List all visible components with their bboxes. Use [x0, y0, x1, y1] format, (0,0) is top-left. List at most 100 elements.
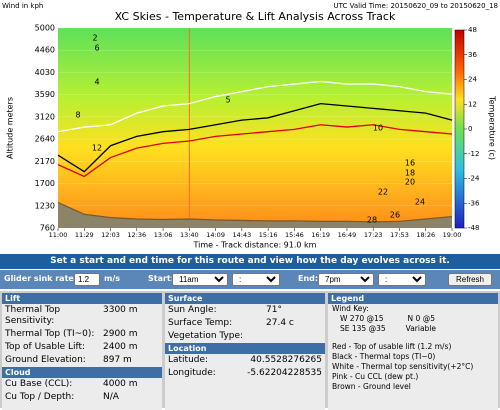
x-tick-label: 12:03: [101, 231, 120, 239]
info-value: 4000 m: [103, 379, 138, 389]
sink-unit: m/s: [104, 274, 121, 283]
info-label: Surface Temp:: [168, 318, 233, 328]
x-tick-label: 19:00: [443, 231, 462, 239]
surface-panel: Surface Sun Angle: 71° Surface Temp: 27.4 c V…: [165, 293, 325, 410]
info-row: Sun Angle: 71°: [165, 304, 325, 317]
x-tick-label: 17:53: [390, 231, 409, 239]
y-tick-label: 760: [40, 224, 55, 233]
info-label: Ground Elevation:: [5, 355, 86, 365]
series-line: [57, 102, 453, 173]
controls: Glider sink rate: m/s Start: 11am : End:…: [0, 270, 500, 289]
sink-input[interactable]: [74, 273, 100, 286]
wind-key-w: W 270 @15: [340, 314, 384, 323]
lift-panel: Lift Thermal Top Sensitivity: 3300 m Therma…: [2, 293, 162, 410]
info-value: N/A: [103, 392, 119, 402]
isotherm-label: 20: [405, 178, 415, 187]
info-row: Cu Base (CCL): 4000 m: [2, 378, 162, 391]
info-label: Thermal Top Sensitivity:: [5, 305, 61, 326]
info-label: Vegetation Type:: [168, 331, 244, 341]
legend-line: Red - Top of usable lift (1.2 m/s): [332, 342, 452, 351]
wind-key: Wind Key:: [332, 304, 369, 313]
panel-header: Location: [165, 343, 325, 354]
banner: Set a start and end time for this route …: [0, 254, 500, 269]
isotherm-label: 6: [94, 44, 99, 53]
colorbar-tick-label: 36: [468, 51, 477, 59]
info-value: 2400 m: [103, 342, 138, 352]
colorbar-tick-label: -12: [468, 150, 479, 158]
x-tick-label: 14:09: [206, 231, 225, 239]
colorbar-tick-label: 12: [468, 100, 477, 108]
isotherm-label: 8: [75, 111, 80, 120]
info-row: Latitude: 40.5528276265: [165, 354, 325, 367]
isotherm-label: 5: [225, 96, 230, 105]
x-tick-label: 16:49: [338, 231, 357, 239]
temperature-field: [58, 28, 452, 228]
isotherm-label: 10: [373, 124, 383, 133]
isotherm-label: 26: [390, 211, 400, 220]
start-hour[interactable]: 11am: [172, 273, 228, 286]
colorbar-tick-label: -48: [468, 224, 479, 232]
start-minute[interactable]: :: [232, 273, 280, 286]
legend-line: Pink - Cu CCL (dew pt.): [332, 372, 419, 381]
info-label: Sun Angle:: [168, 305, 217, 315]
end-minute[interactable]: :: [378, 273, 426, 286]
isotherm-label: 28: [367, 216, 377, 225]
y-tick-label: 1230: [35, 201, 55, 210]
info-value: -5.62204228535: [247, 368, 322, 378]
isotherm-label: 24: [415, 198, 425, 207]
x-tick-label: 15:16: [259, 231, 278, 239]
isotherm-label: 12: [92, 144, 102, 153]
panel-header: Cloud: [2, 367, 162, 378]
info-value: 40.5528276265: [250, 355, 322, 365]
info-row: Ground Elevation: 897 m: [2, 354, 162, 367]
y-tick-label: 2170: [35, 157, 55, 166]
info-value: 71°: [266, 305, 282, 315]
isotherm-label: 18: [405, 169, 415, 178]
colorbar-tick-label: -36: [468, 199, 480, 207]
legend-line: White - Thermal top sensitivity(+2°C): [332, 362, 474, 371]
valid-time: UTC Valid Time: 20150620_09 to 20150620_…: [334, 2, 498, 10]
info-row: Cu Top / Depth: N/A: [2, 391, 162, 404]
series-line: [57, 201, 453, 223]
info-value: 897 m: [103, 355, 132, 365]
series-line: [57, 80, 453, 133]
info-label: Cu Base (CCL):: [5, 379, 73, 389]
info-row: Longitude: -5.62204228535: [165, 367, 325, 380]
start-label: Start:: [148, 274, 174, 283]
info-row: Top of Usable Lift: 2400 m: [2, 341, 162, 354]
y-tick-label: 4460: [35, 46, 55, 55]
x-axis-label: Time - Track distance: 91.0 km: [193, 241, 317, 250]
end-hour[interactable]: 7pm: [318, 273, 374, 286]
x-tick-label: 13:06: [154, 231, 173, 239]
colorbar-tick-label: 48: [468, 26, 477, 34]
info-row: Vegetation Type:: [165, 330, 325, 343]
panel-header: Legend: [328, 293, 498, 304]
legend-line: Black - Thermal tops (TI~0): [332, 352, 436, 361]
info-label: Latitude:: [168, 355, 209, 365]
refresh-button[interactable]: Refresh: [448, 273, 492, 286]
x-tick-label: 14:43: [232, 231, 251, 239]
legend-line: Brown - Ground level: [332, 382, 411, 391]
info-label: Top of Usable Lift:: [5, 342, 86, 352]
y-tick-label: 5000: [35, 24, 55, 33]
info-label: Longitude:: [168, 368, 216, 378]
colorbar-tick-label: -24: [468, 175, 480, 183]
isotherm-label: 2: [92, 34, 97, 43]
x-tick-label: 17:23: [364, 231, 383, 239]
wind-key-se: SE 135 @35: [340, 324, 386, 333]
x-tick-label: 12:36: [127, 231, 146, 239]
y-tick-label: 2640: [35, 135, 55, 144]
legend-panel: Legend Wind Key: W 270 @15 N 0 @5 SE 135 …: [328, 293, 498, 410]
info-value: 3300 m: [103, 305, 138, 315]
y-tick-label: 3120: [35, 112, 55, 121]
panels: Lift Thermal Top Sensitivity: 3300 m Therma…: [0, 291, 500, 410]
x-tick-label: 11:29: [75, 231, 94, 239]
info-value: 27.4 c: [266, 318, 294, 328]
y-tick-label: 3590: [35, 90, 55, 99]
x-tick-label: 11:00: [49, 231, 68, 239]
wind-key-variable: Variable: [405, 324, 437, 333]
x-tick-label: 18:26: [416, 231, 435, 239]
info-value: 2900 m: [103, 329, 138, 339]
isotherm-label: 16: [405, 159, 415, 168]
